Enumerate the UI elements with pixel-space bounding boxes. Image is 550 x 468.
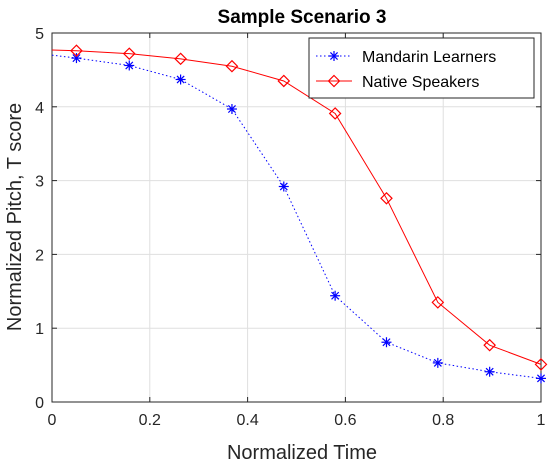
data-point xyxy=(278,181,289,192)
data-point xyxy=(380,191,393,205)
y-tick-label: 1 xyxy=(35,321,44,338)
data-point xyxy=(483,338,497,352)
legend-box xyxy=(308,37,535,99)
x-axis-label: Normalized Time xyxy=(227,442,377,464)
y-tick-label: 3 xyxy=(35,174,44,191)
y-axis-label: Normalized Pitch, T score xyxy=(4,103,26,331)
y-tick-label: 5 xyxy=(35,26,44,43)
y-tick-label: 0 xyxy=(35,395,44,412)
data-point xyxy=(277,74,291,88)
x-tick-label: 0.6 xyxy=(334,412,356,429)
plot-area-border xyxy=(51,32,542,403)
x-tick-label: 0.2 xyxy=(139,412,161,429)
legend: Mandarin Learners Native Speakers xyxy=(308,37,535,99)
legend-marker xyxy=(327,74,341,88)
data-point xyxy=(174,52,187,66)
data-point xyxy=(226,104,237,115)
series-layer xyxy=(51,44,548,384)
legend-marker xyxy=(329,51,339,61)
y-tick-label: 2 xyxy=(35,247,44,264)
data-point xyxy=(175,74,186,85)
legend-label: Mandarin Learners xyxy=(362,49,496,66)
x-tick-label: 0.8 xyxy=(432,412,454,429)
data-point xyxy=(534,358,548,371)
data-point xyxy=(328,107,342,120)
data-point xyxy=(71,53,82,64)
axes xyxy=(51,32,542,403)
data-point xyxy=(124,60,135,71)
y-tick-label: 4 xyxy=(35,100,44,117)
legend-label: Native Speakers xyxy=(362,74,479,91)
data-point xyxy=(225,59,239,73)
data-point xyxy=(330,290,341,301)
data-point xyxy=(381,337,392,348)
tick-labels: 0 0.2 0.4 0.6 0.8 1 0 1 2 3 4 5 xyxy=(35,26,545,429)
data-point xyxy=(70,44,83,58)
series-line xyxy=(51,54,542,379)
data-point xyxy=(122,47,136,61)
data-point xyxy=(432,357,443,368)
data-point xyxy=(484,366,495,377)
data-point xyxy=(536,373,546,384)
x-tick-label: 0.4 xyxy=(236,412,258,429)
x-tick-label: 0 xyxy=(48,412,57,429)
data-point xyxy=(431,296,445,309)
chart-title: Sample Scenario 3 xyxy=(218,7,387,28)
x-tick-label: 1 xyxy=(537,412,546,429)
series-line xyxy=(51,49,542,365)
